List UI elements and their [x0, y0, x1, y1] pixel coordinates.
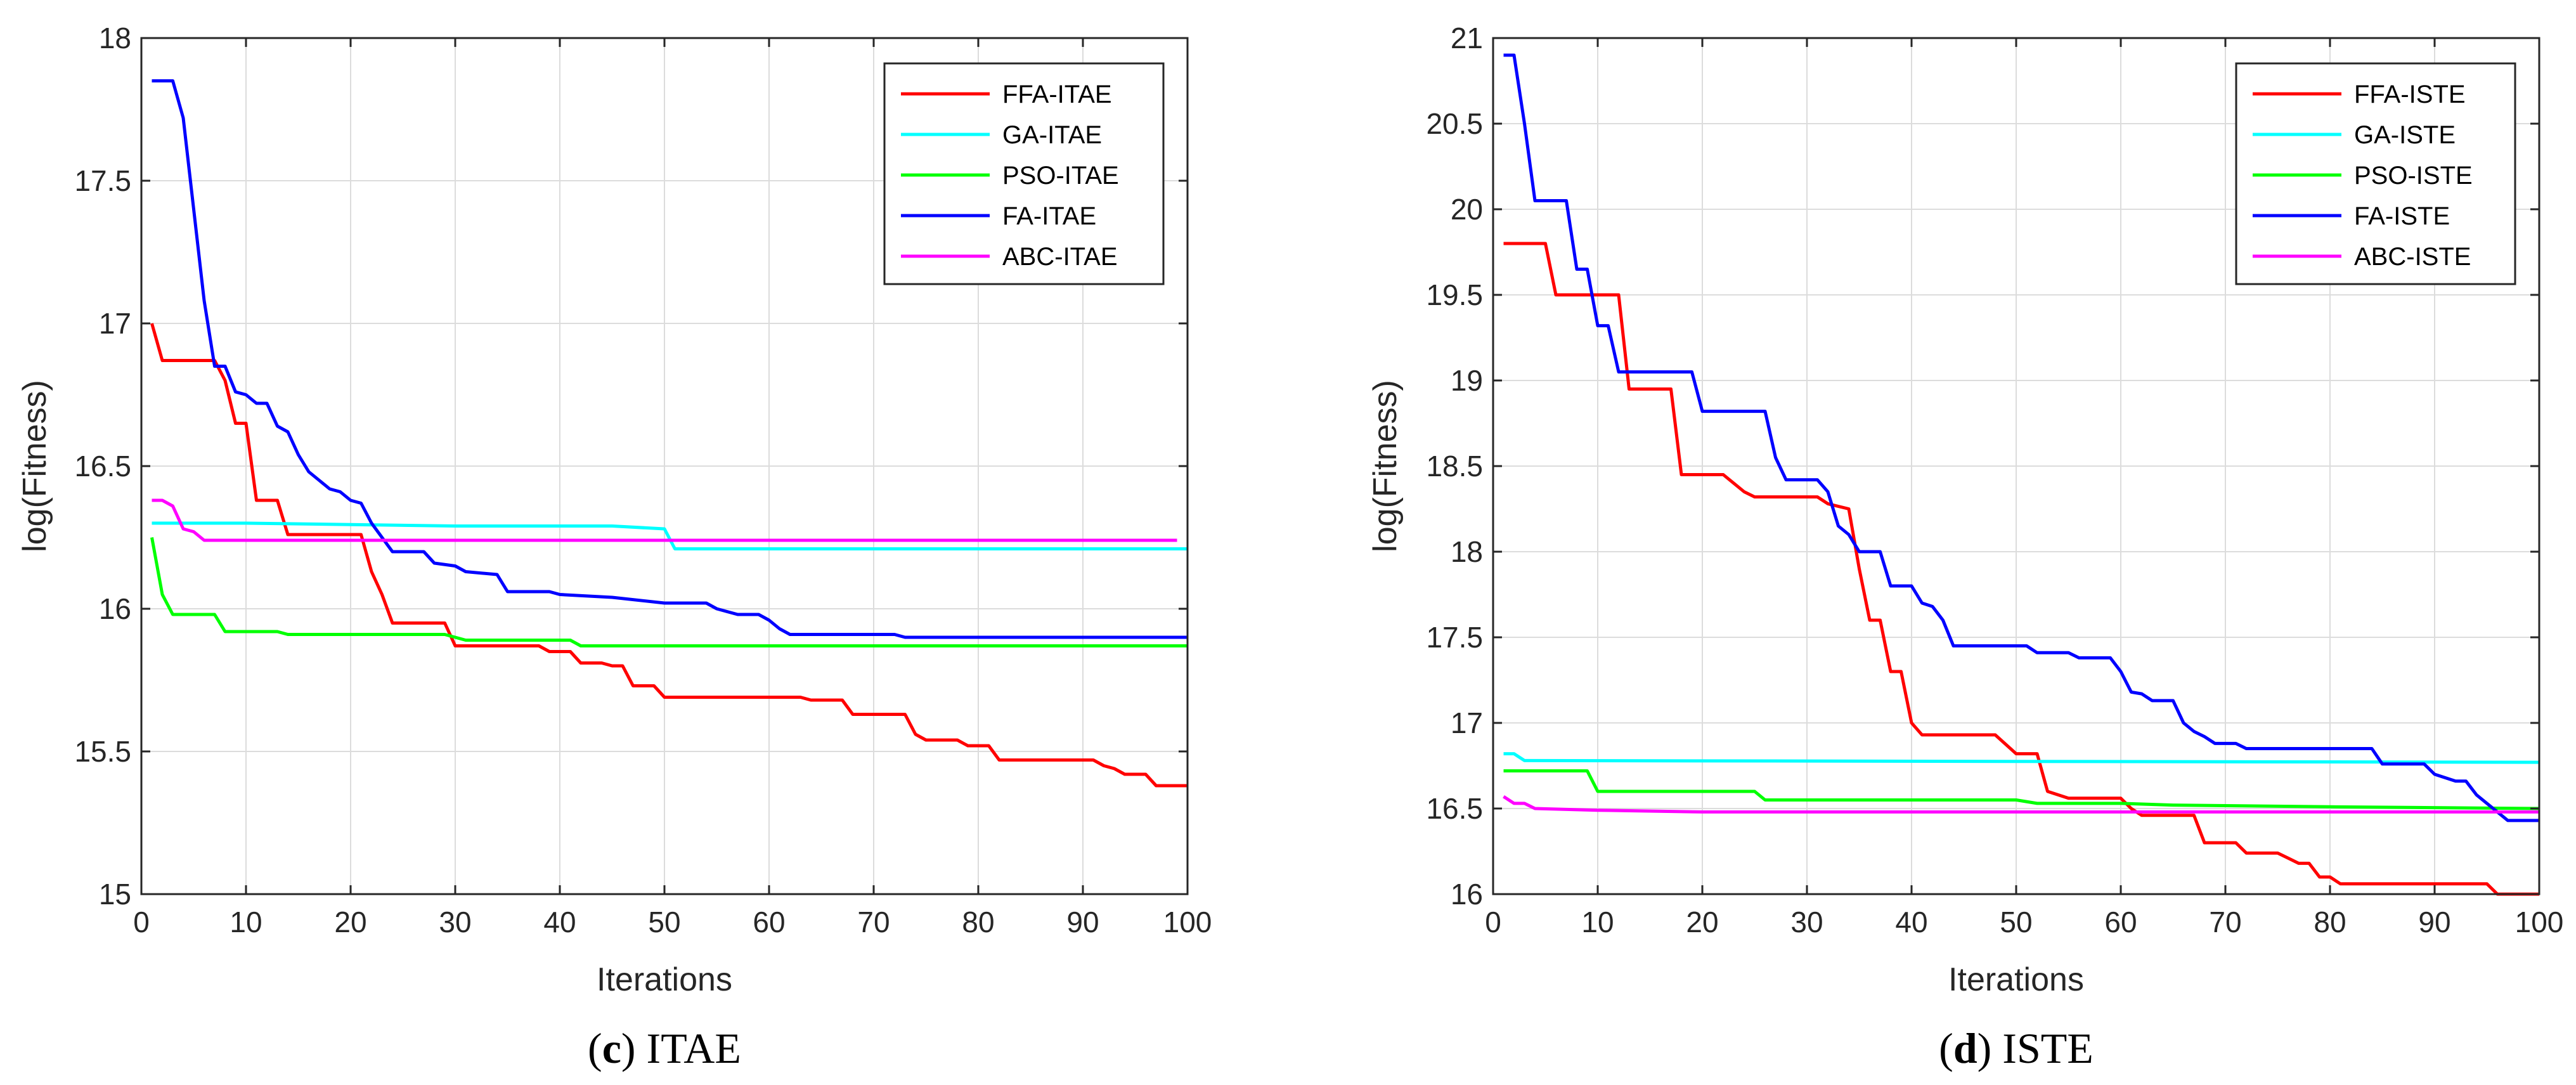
y-tick-label: 21: [1451, 22, 1483, 55]
x-tick-label: 0: [1485, 906, 1501, 939]
series-line-ga-iste: [1503, 752, 2540, 764]
y-tick-label: 16: [1451, 878, 1483, 911]
x-tick-label: 90: [2418, 906, 2450, 939]
tick-labels: 0 10 20 30 40 50 60 70 80 90 100 16 16.5 17 17.5 18 18.5…: [1426, 22, 2563, 939]
x-tick-label: 0: [133, 906, 150, 939]
panel-letter: c: [602, 1024, 621, 1072]
x-tick-label: 100: [1163, 906, 1212, 939]
y-tick-label: 15.5: [74, 735, 131, 768]
panel-d: 0 10 20 30 40 50 60 70 80 90 100 16 16.5 17 17.5 18 18.5…: [1367, 22, 2563, 1072]
x-tick-label: 40: [1895, 906, 1927, 939]
series-line-fa-itae: [152, 79, 1188, 639]
series-line-abc-itae: [152, 498, 1177, 542]
data-lines: [150, 79, 1188, 788]
x-tick-label: 20: [1686, 906, 1718, 939]
legend-label: FFA-ISTE: [2354, 81, 2466, 108]
x-axis-label: Iterations: [1948, 961, 2084, 998]
x-tick-label: 50: [648, 906, 680, 939]
y-tick-label: 16.5: [1426, 792, 1483, 825]
y-axis-label: log(Fitness): [16, 380, 53, 552]
x-tick-label: 20: [334, 906, 366, 939]
y-tick-label: 17: [99, 307, 131, 340]
x-tick-label: 70: [857, 906, 890, 939]
x-tick-label: 100: [2515, 906, 2564, 939]
legend: FFA-ITAE GA-ITAE PSO-ITAE FA-ITAE ABC-ITAE: [883, 62, 1165, 285]
legend: FFA-ISTE GA-ISTE PSO-ISTE FA-ISTE ABC-ISTE: [2235, 62, 2516, 285]
x-tick-label: 60: [753, 906, 785, 939]
caption-text: ISTE: [2002, 1024, 2094, 1072]
x-tick-label: 60: [2104, 906, 2137, 939]
x-tick-label: 30: [439, 906, 471, 939]
x-tick-label: 10: [230, 906, 262, 939]
data-lines: [1503, 53, 2540, 896]
y-tick-label: 17: [1451, 706, 1483, 739]
legend-label: PSO-ISTE: [2354, 162, 2473, 190]
x-tick-label: 40: [543, 906, 576, 939]
y-tick-label: 20: [1451, 193, 1483, 226]
legend-label: ABC-ISTE: [2354, 243, 2471, 271]
series-line-abc-iste: [1503, 795, 2539, 814]
y-tick-label: 18: [1451, 535, 1483, 568]
y-tick-label: 16.5: [74, 450, 131, 483]
y-tick-label: 18.5: [1426, 450, 1483, 483]
x-tick-label: 50: [2000, 906, 2032, 939]
y-tick-label: 17.5: [74, 164, 131, 197]
legend-label: GA-ISTE: [2354, 121, 2456, 149]
legend-label: FFA-ITAE: [1002, 81, 1112, 108]
x-tick-label: 90: [1066, 906, 1099, 939]
x-tick-label: 30: [1790, 906, 1823, 939]
legend-label: GA-ITAE: [1002, 121, 1102, 149]
legend-label: FA-ITAE: [1002, 202, 1096, 230]
series-line-ga-itae: [152, 521, 1188, 550]
series-line-pso-itae: [150, 537, 1188, 647]
y-tick-label: 20.5: [1426, 107, 1483, 140]
x-tick-label: 70: [2209, 906, 2241, 939]
tick-labels: 0 10 20 30 40 50 60 70 80 90 100 15 15.5 16 16.5 17 17.5…: [74, 22, 1212, 939]
y-tick-label: 15: [99, 878, 131, 911]
y-tick-label: 19.5: [1426, 278, 1483, 311]
panel-letter: d: [1953, 1024, 1977, 1072]
y-tick-label: 16: [99, 592, 131, 625]
panel-caption: (d) ISTE: [1939, 1024, 2094, 1072]
panel-caption: (c) ITAE: [588, 1024, 741, 1072]
x-tick-label: 80: [962, 906, 994, 939]
caption-text: ITAE: [647, 1024, 741, 1072]
panel-c: 0 10 20 30 40 50 60 70 80 90 100 15 15.5 16 16.5 17 17.5…: [16, 22, 1212, 1072]
series-line-pso-iste: [1503, 769, 2540, 810]
y-tick-label: 18: [99, 22, 131, 55]
y-axis-label: log(Fitness): [1367, 380, 1404, 552]
y-tick-label: 19: [1451, 364, 1483, 397]
series-line-fa-iste: [1503, 53, 2539, 822]
y-tick-label: 17.5: [1426, 621, 1483, 654]
legend-label: ABC-ITAE: [1002, 243, 1118, 271]
x-tick-label: 80: [2314, 906, 2346, 939]
x-tick-label: 10: [1581, 906, 1614, 939]
legend-label: FA-ISTE: [2354, 202, 2450, 230]
x-axis-label: Iterations: [597, 961, 732, 998]
legend-label: PSO-ITAE: [1002, 162, 1119, 190]
series-line-ffa-iste: [1503, 242, 2539, 896]
series-line-ffa-itae: [150, 323, 1188, 788]
